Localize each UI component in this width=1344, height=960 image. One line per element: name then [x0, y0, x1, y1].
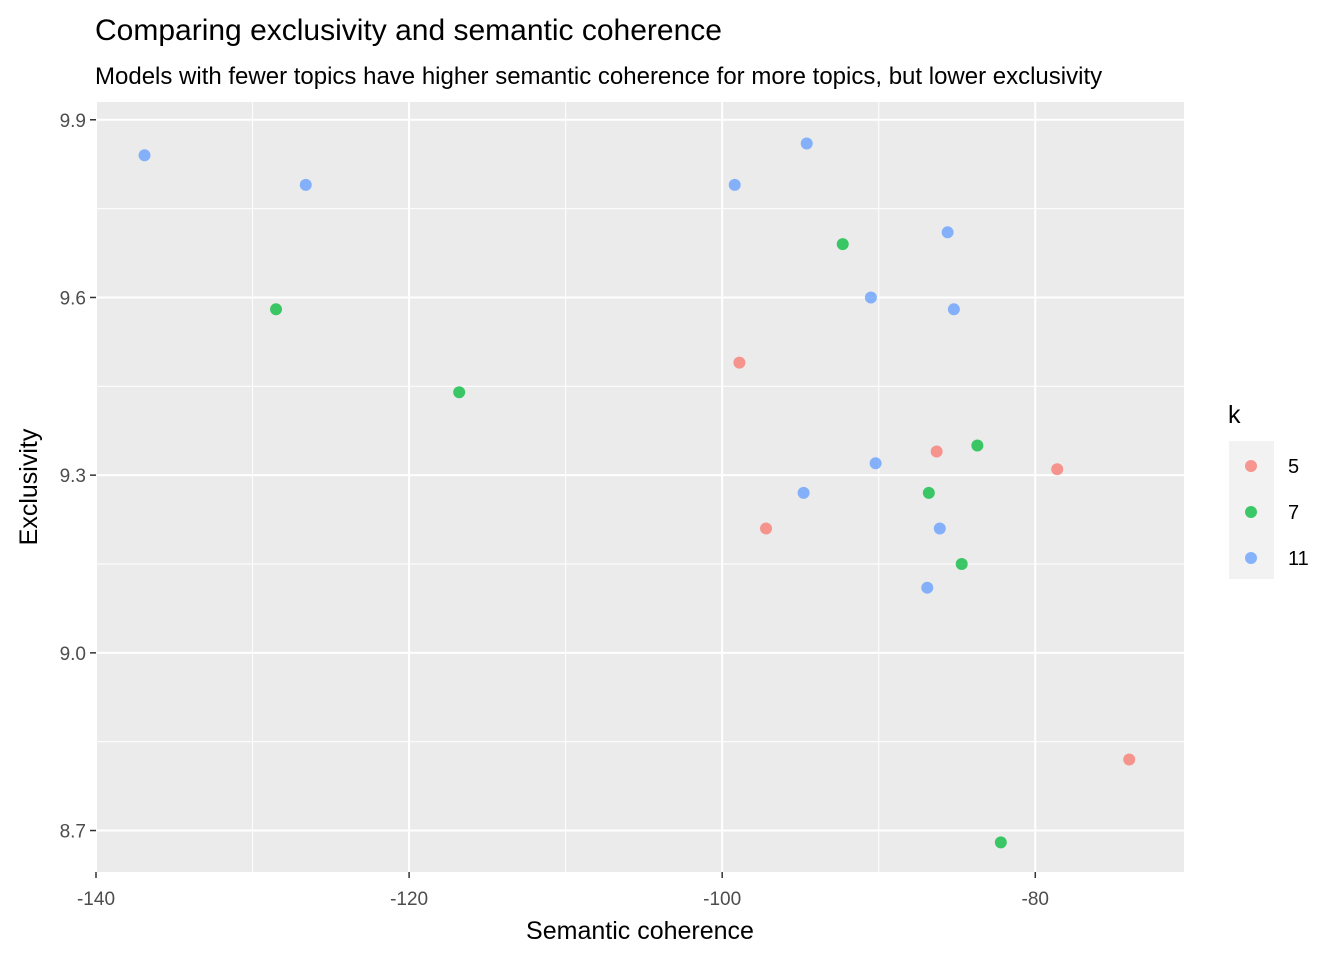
data-point-k-5 — [733, 356, 746, 369]
data-point-k-5 — [930, 445, 943, 458]
data-points — [138, 137, 1136, 849]
legend-label-k-11: 11 — [1288, 548, 1309, 570]
y-tick-label: 9.3 — [60, 466, 86, 487]
y-tick-label: 9.6 — [60, 288, 86, 309]
data-point-k-11 — [299, 178, 312, 191]
data-point-k-7 — [836, 238, 849, 251]
data-point-k-5 — [760, 522, 773, 535]
chart-subtitle: Models with fewer topics have higher sem… — [95, 63, 1102, 90]
data-point-k-11 — [947, 303, 960, 316]
data-point-k-11 — [864, 291, 877, 304]
x-tick-label: -100 — [703, 889, 741, 910]
data-point-k-5 — [1123, 753, 1136, 766]
x-tick-label: -120 — [390, 889, 428, 910]
legend-title: k — [1228, 401, 1241, 429]
data-point-k-7 — [270, 303, 283, 316]
legend: k 5 7 11 — [1228, 401, 1309, 579]
y-tick-label: 9.9 — [60, 111, 86, 132]
x-axis-title: Semantic coherence — [526, 917, 754, 945]
y-axis-title: Exclusivity — [15, 428, 43, 545]
data-point-k-11 — [797, 486, 810, 499]
legend-key-k-5 — [1245, 460, 1257, 472]
data-point-k-5 — [1051, 463, 1064, 476]
x-tick-label: -80 — [1022, 889, 1049, 910]
data-point-k-7 — [994, 836, 1007, 849]
legend-label-k-5: 5 — [1288, 456, 1299, 478]
data-point-k-7 — [453, 386, 466, 399]
x-tick-label: -140 — [77, 889, 115, 910]
data-point-k-11 — [933, 522, 946, 535]
data-point-k-7 — [922, 486, 935, 499]
data-point-k-11 — [728, 178, 741, 191]
legend-items: 5 7 11 — [1245, 456, 1309, 570]
data-point-k-7 — [971, 439, 984, 452]
y-axis: 8.7 9.0 9.3 9.6 9.9 — [60, 111, 96, 843]
data-point-k-11 — [941, 226, 954, 239]
data-point-k-7 — [955, 558, 968, 570]
plot-panel — [96, 102, 1184, 872]
minor-grid — [96, 102, 1184, 872]
x-axis: -140 -120 -100 -80 — [77, 872, 1049, 910]
y-tick-label: 9.0 — [60, 644, 86, 665]
legend-label-k-7: 7 — [1288, 502, 1299, 524]
data-point-k-11 — [800, 137, 813, 150]
legend-key-k-11 — [1245, 552, 1257, 564]
chart-title: Comparing exclusivity and semantic coher… — [95, 14, 722, 47]
data-point-k-11 — [138, 149, 151, 162]
data-point-k-11 — [921, 581, 934, 594]
legend-key-k-7 — [1245, 506, 1257, 518]
y-tick-label: 8.7 — [60, 822, 86, 843]
major-grid — [95, 102, 1184, 872]
data-point-k-11 — [869, 457, 882, 470]
